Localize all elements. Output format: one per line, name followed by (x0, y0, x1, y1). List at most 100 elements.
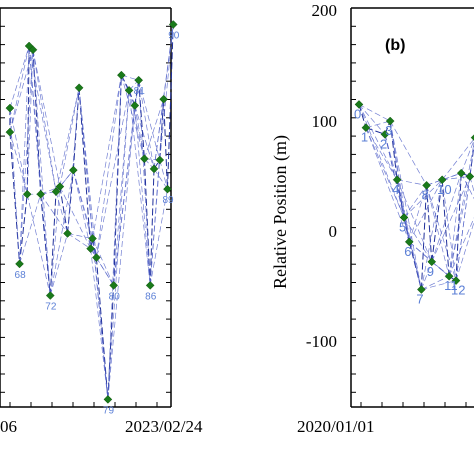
pair-link (78, 87, 97, 258)
pair-link (448, 217, 474, 277)
data-point-marker (361, 123, 371, 133)
pair-link (121, 75, 145, 159)
panel-b-points (354, 100, 474, 294)
pair-link (49, 170, 74, 296)
panel-a-points (5, 20, 178, 404)
data-point-marker (28, 45, 38, 55)
data-point-marker (68, 165, 78, 175)
pair-link (9, 49, 34, 133)
data-point-marker (130, 101, 140, 110)
data-point-label: 10 (437, 182, 451, 197)
panel-b-ytick-0: 0 (329, 222, 338, 241)
pair-link (19, 194, 41, 264)
data-point-label: 90 (168, 30, 180, 41)
pair-link (28, 45, 57, 192)
data-point-marker (140, 154, 149, 164)
pair-link (67, 87, 80, 234)
data-point-marker (88, 234, 97, 243)
pair-link (59, 186, 91, 249)
pair-link (9, 132, 28, 195)
pair-link (72, 170, 97, 258)
series-segment (95, 257, 109, 400)
pair-link (28, 45, 51, 296)
pair-link (389, 120, 422, 290)
pair-link (431, 261, 457, 281)
data-point-marker (124, 85, 134, 95)
series-segment (78, 87, 92, 249)
pair-link (144, 99, 164, 159)
data-point-marker (5, 103, 15, 113)
data-point-marker (470, 134, 474, 141)
data-point-label: 72 (45, 302, 57, 313)
pair-link (421, 280, 457, 290)
data-point-marker (456, 168, 466, 178)
data-point-marker (86, 244, 95, 254)
data-point-label: 6 (404, 244, 411, 259)
pair-link (96, 90, 130, 258)
pair-link (107, 75, 122, 400)
pair-link (408, 179, 443, 243)
pair-link (159, 24, 174, 161)
panel-a-lines (9, 24, 174, 400)
data-point-label: 79 (103, 405, 115, 416)
pair-link (149, 99, 164, 286)
pair-link (113, 80, 139, 286)
data-point-marker (417, 285, 426, 294)
pair-link (67, 233, 93, 239)
pair-link (121, 74, 136, 106)
pair-link (421, 179, 443, 290)
series-segment (426, 185, 433, 262)
pair-link (421, 261, 433, 290)
pair-link (365, 127, 405, 218)
pair-link (163, 24, 174, 100)
panel-b-lines (358, 104, 474, 290)
pair-link (389, 120, 427, 186)
data-point-marker (465, 172, 474, 181)
pair-link (128, 90, 151, 286)
pair-link (92, 75, 122, 239)
pair-link (153, 168, 168, 190)
pair-link (396, 179, 433, 262)
series-segment (49, 191, 57, 296)
data-point-label: 68 (15, 270, 27, 281)
series-segment (107, 285, 115, 400)
panel-b-xtick-label-0: 2020/01/01 (297, 417, 374, 436)
pair-link (32, 49, 61, 187)
data-point-marker (380, 129, 390, 139)
pair-link (113, 90, 130, 286)
pair-link (55, 191, 68, 234)
series-segment (40, 194, 51, 296)
pair-link (49, 186, 61, 296)
panel-b: 01234567891011125 200 100 0 -100 Relativ… (270, 1, 474, 436)
data-point-label: 9 (427, 264, 434, 279)
pair-link (134, 105, 155, 169)
data-point-label: 1 (361, 130, 368, 145)
data-point-marker (117, 70, 126, 80)
data-point-label: 80 (109, 291, 121, 302)
series-segment (149, 168, 155, 286)
pair-link (365, 127, 410, 242)
pair-link (397, 179, 427, 186)
pair-link (358, 104, 405, 218)
data-point-marker (149, 164, 159, 174)
data-point-marker (55, 182, 65, 191)
pair-link (365, 120, 391, 129)
pair-link (19, 49, 34, 264)
pair-link (28, 45, 42, 195)
data-point-label: 3 (385, 123, 392, 138)
panel-b-tag: (b) (385, 37, 405, 54)
panel-b-ylabel: Relative Position (m) (270, 135, 291, 289)
series-segment (19, 194, 28, 264)
pair-link (448, 141, 474, 277)
pair-link (134, 105, 145, 159)
pair-link (92, 238, 114, 286)
pair-link (426, 185, 450, 277)
series-segment (358, 104, 367, 128)
pair-link (72, 170, 91, 249)
pair-link (26, 194, 51, 296)
data-point-marker (63, 229, 72, 238)
pair-link (455, 143, 474, 281)
pair-link (442, 176, 470, 181)
data-point-marker (51, 187, 61, 197)
